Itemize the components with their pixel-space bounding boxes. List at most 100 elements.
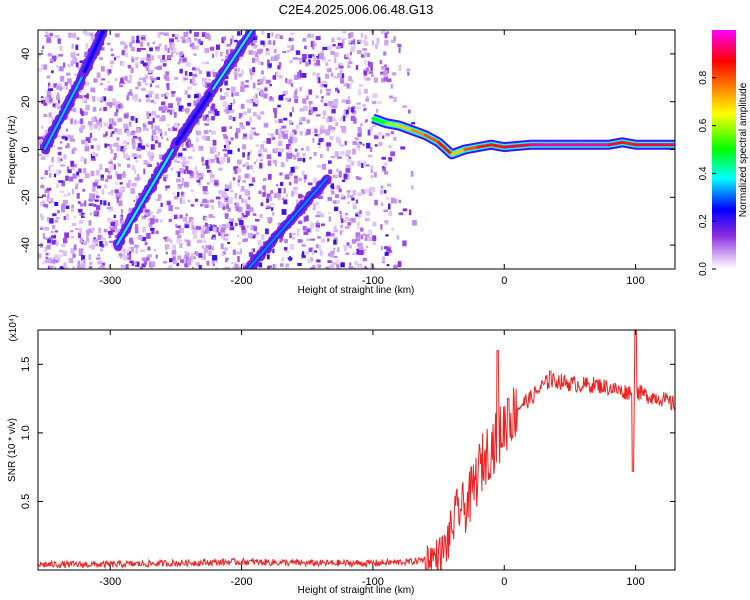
noise-cell: [246, 204, 251, 210]
noise-cell: [77, 266, 81, 269]
noise-cell: [187, 94, 191, 99]
noise-cell: [162, 63, 167, 67]
noise-cell: [93, 78, 98, 83]
noise-cell: [110, 133, 113, 138]
noise-cell: [391, 227, 394, 231]
noise-cell: [153, 218, 159, 223]
noise-cell: [288, 138, 293, 144]
noise-cell: [95, 257, 101, 260]
noise-cell: [43, 64, 48, 70]
noise-cell: [45, 256, 48, 260]
noise-cell: [330, 253, 335, 258]
noise-cell: [218, 201, 221, 206]
noise-cell: [244, 189, 249, 195]
noise-cell: [222, 191, 227, 195]
noise-cell: [277, 65, 281, 70]
noise-cell: [186, 170, 192, 174]
noise-cell: [221, 232, 225, 239]
noise-cell: [352, 141, 357, 145]
noise-cell: [242, 180, 246, 183]
noise-cell: [319, 52, 324, 59]
noise-cell: [189, 43, 194, 48]
noise-cell: [294, 148, 298, 152]
noise-cell: [93, 124, 98, 129]
x-tick-label: -100: [362, 275, 384, 287]
noise-cell: [310, 41, 313, 48]
noise-cell: [44, 246, 48, 252]
noise-cell: [48, 165, 51, 172]
noise-cell: [257, 240, 262, 246]
noise-cell: [44, 34, 49, 37]
noise-cell: [297, 157, 303, 162]
noise-cell: [116, 137, 120, 141]
noise-cell: [198, 264, 202, 269]
noise-cell: [163, 59, 168, 62]
noise-cell: [253, 161, 257, 165]
noise-cell: [192, 81, 195, 86]
noise-cell: [347, 192, 350, 199]
noise-cell: [110, 221, 116, 227]
noise-cell: [122, 140, 128, 145]
noise-cell: [255, 219, 260, 222]
noise-cell: [75, 62, 79, 68]
noise-cell: [51, 117, 55, 122]
noise-cell: [42, 233, 45, 239]
noise-cell: [41, 49, 44, 53]
noise-cell: [90, 196, 94, 201]
noise-cell: [123, 255, 129, 258]
noise-cell: [129, 260, 132, 264]
noise-cell: [91, 36, 96, 41]
noise-cell: [179, 197, 183, 204]
noise-cell: [210, 158, 215, 163]
noise-cell: [197, 172, 202, 176]
noise-cell: [116, 174, 122, 180]
noise-cell: [129, 74, 133, 80]
noise-cell: [176, 262, 180, 267]
noise-cell: [79, 127, 83, 133]
noise-cell: [298, 177, 302, 182]
noise-cell: [339, 230, 342, 235]
noise-cell: [80, 110, 84, 116]
noise-cell: [40, 156, 45, 160]
noise-cell: [120, 220, 125, 227]
noise-cell: [116, 198, 120, 204]
noise-cell: [134, 96, 139, 102]
noise-cell: [191, 46, 196, 50]
noise-cell: [57, 82, 62, 87]
noise-cell: [341, 99, 346, 103]
noise-cell: [355, 65, 359, 70]
noise-cell: [107, 71, 110, 76]
noise-cell: [329, 136, 334, 140]
noise-cell: [85, 104, 90, 111]
noise-cell: [283, 238, 289, 244]
noise-cell: [314, 250, 318, 253]
noise-cell: [277, 140, 283, 147]
noise-cell: [181, 142, 184, 147]
noise-cell: [160, 131, 163, 137]
noise-cell: [172, 126, 178, 132]
noise-cell: [242, 152, 245, 158]
noise-cell: [338, 65, 344, 69]
noise-cell: [177, 255, 182, 260]
noise-cell: [312, 265, 316, 269]
noise-cell: [365, 211, 370, 216]
noise-cell: [340, 73, 345, 79]
noise-cell: [291, 233, 296, 236]
noise-cell: [384, 171, 389, 175]
noise-cell: [115, 192, 118, 198]
noise-cell: [183, 217, 188, 222]
noise-cell: [261, 61, 264, 66]
noise-cell: [99, 57, 103, 60]
noise-cell: [70, 52, 76, 58]
noise-cell: [276, 34, 280, 39]
noise-cell: [189, 79, 193, 84]
noise-cell: [273, 107, 278, 113]
noise-cell: [71, 204, 74, 209]
noise-cell: [312, 207, 316, 211]
noise-cell: [386, 183, 392, 187]
noise-cell: [363, 160, 366, 167]
noise-cell: [226, 88, 230, 91]
noise-cell: [115, 194, 121, 199]
noise-cell: [364, 34, 367, 40]
noise-cell: [255, 57, 260, 62]
